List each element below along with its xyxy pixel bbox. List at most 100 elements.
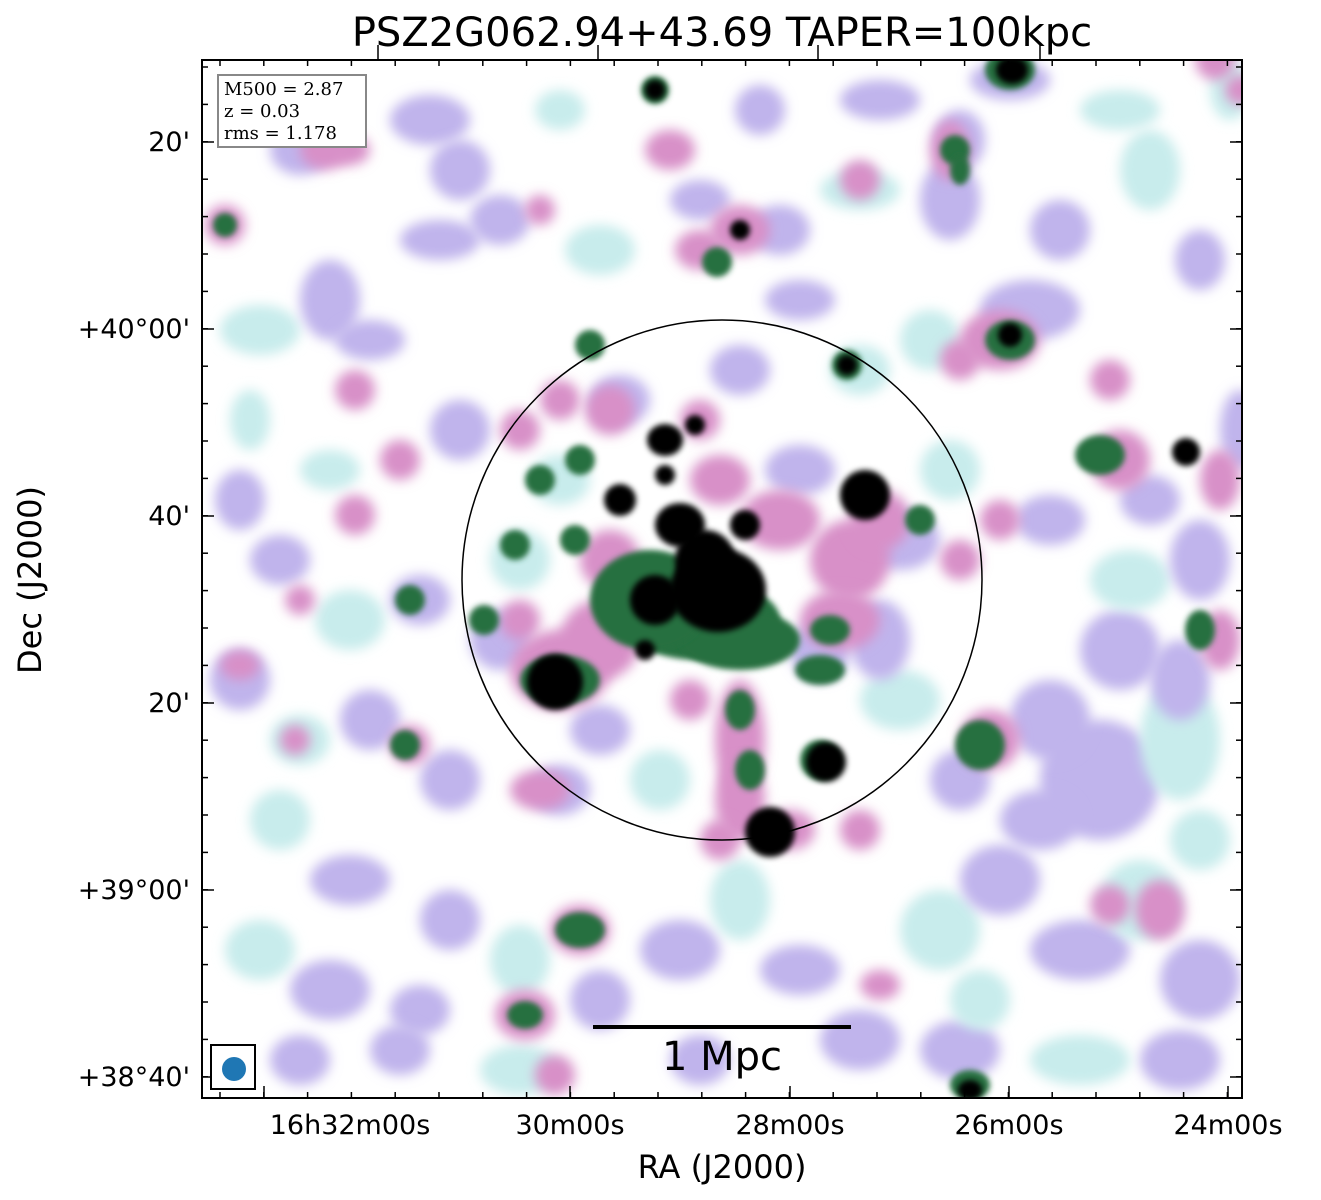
emission-blob bbox=[310, 855, 390, 905]
emission-blob bbox=[1010, 680, 1090, 760]
emission-blob bbox=[900, 890, 980, 970]
emission-blob bbox=[905, 505, 935, 535]
emission-blob bbox=[735, 750, 765, 790]
emission-blob bbox=[220, 305, 300, 355]
emission-blob bbox=[213, 213, 237, 237]
emission-blob bbox=[702, 247, 732, 277]
emission-blob bbox=[560, 525, 590, 555]
emission-blob bbox=[1090, 550, 1170, 610]
redshift-label: z = 0.03 bbox=[224, 101, 301, 122]
emission-blob bbox=[430, 140, 490, 200]
emission-layer bbox=[205, 60, 1242, 1098]
emission-blob bbox=[765, 280, 835, 320]
emission-blob bbox=[270, 1035, 330, 1085]
emission-blob bbox=[280, 725, 310, 755]
compact-source bbox=[730, 220, 750, 240]
y-tick-label: +39°00' bbox=[77, 875, 190, 906]
emission-blob bbox=[1030, 200, 1090, 260]
compact-source bbox=[996, 60, 1028, 84]
emission-blob bbox=[735, 85, 785, 135]
emission-blob bbox=[395, 585, 425, 615]
emission-blob bbox=[535, 90, 585, 130]
emission-blob bbox=[290, 960, 370, 1020]
r500-circle bbox=[461, 319, 983, 841]
compact-source bbox=[837, 355, 857, 375]
emission-blob bbox=[810, 615, 850, 645]
emission-blob bbox=[640, 920, 720, 980]
emission-blob bbox=[1135, 880, 1185, 940]
compact-source bbox=[647, 424, 683, 456]
emission-blob bbox=[1000, 790, 1080, 850]
emission-blob bbox=[670, 1035, 730, 1085]
emission-blob bbox=[1150, 640, 1210, 720]
y-tick-label: +40°00' bbox=[77, 314, 190, 345]
compact-source bbox=[806, 742, 846, 782]
emission-blob bbox=[1225, 75, 1242, 105]
emission-blob bbox=[215, 470, 265, 530]
emission-blob bbox=[840, 160, 880, 200]
emission-blob bbox=[1080, 90, 1160, 130]
emission-blob bbox=[1120, 475, 1180, 525]
emission-blob bbox=[950, 155, 970, 185]
emission-blob bbox=[765, 445, 835, 495]
compact-source bbox=[655, 465, 675, 485]
emission-blob bbox=[220, 650, 260, 680]
emission-blob bbox=[335, 495, 375, 535]
emission-blob bbox=[1080, 610, 1160, 690]
emission-blob bbox=[960, 845, 1040, 915]
emission-blob bbox=[1200, 450, 1240, 510]
emission-blob bbox=[1030, 920, 1130, 980]
emission-blob bbox=[1175, 230, 1225, 290]
scale-bar-label: 1 Mpc bbox=[661, 1034, 783, 1080]
emission-blob bbox=[920, 1020, 1000, 1080]
emission-blob bbox=[335, 320, 405, 360]
emission-blob bbox=[860, 670, 940, 730]
m500-label: M500 = 2.87 bbox=[224, 79, 344, 100]
emission-blob bbox=[980, 500, 1020, 540]
emission-blob bbox=[1090, 360, 1130, 400]
emission-blob bbox=[1090, 885, 1130, 925]
x-tick-label: 16h32m00s bbox=[269, 1110, 431, 1141]
emission-blob bbox=[420, 750, 480, 810]
emission-blob bbox=[540, 380, 580, 420]
beam-ellipse-icon bbox=[222, 1057, 246, 1081]
emission-blob bbox=[500, 410, 540, 450]
rms-label: rms = 1.178 bbox=[224, 123, 337, 144]
emission-blob bbox=[1160, 940, 1240, 1020]
emission-blob bbox=[525, 195, 555, 225]
x-tick-label: 26m00s bbox=[954, 1110, 1064, 1141]
emission-blob bbox=[710, 860, 770, 940]
emission-blob bbox=[500, 600, 540, 640]
compact-source bbox=[630, 575, 680, 625]
emission-blob bbox=[760, 945, 840, 995]
emission-blob bbox=[285, 585, 315, 615]
emission-blob bbox=[840, 80, 920, 120]
emission-blob bbox=[950, 970, 1010, 1030]
compact-source bbox=[1172, 438, 1200, 466]
emission-blob bbox=[940, 540, 980, 580]
emission-blob bbox=[920, 440, 980, 500]
emission-blob bbox=[490, 925, 550, 995]
emission-blob bbox=[430, 400, 490, 460]
emission-blob bbox=[507, 1001, 543, 1029]
compact-source bbox=[685, 415, 705, 435]
plot-frame bbox=[201, 59, 1243, 1099]
emission-blob bbox=[315, 590, 385, 650]
compact-source bbox=[645, 80, 665, 100]
emission-blob bbox=[250, 535, 310, 585]
emission-blob bbox=[390, 95, 470, 145]
y-axis-label: Dec (J2000) bbox=[11, 486, 49, 674]
emission-blob bbox=[340, 690, 400, 750]
emission-blob bbox=[740, 490, 820, 550]
emission-blob bbox=[565, 445, 595, 475]
emission-blob bbox=[1140, 680, 1220, 800]
emission-blob bbox=[1170, 810, 1230, 870]
x-tick-label: 30m00s bbox=[515, 1110, 625, 1141]
emission-blob bbox=[670, 180, 730, 220]
y-tick-label: 20' bbox=[148, 688, 190, 719]
emission-blob bbox=[1170, 520, 1230, 600]
emission-blob bbox=[420, 890, 480, 950]
emission-blob bbox=[690, 455, 750, 505]
emission-blob bbox=[1140, 1030, 1220, 1090]
